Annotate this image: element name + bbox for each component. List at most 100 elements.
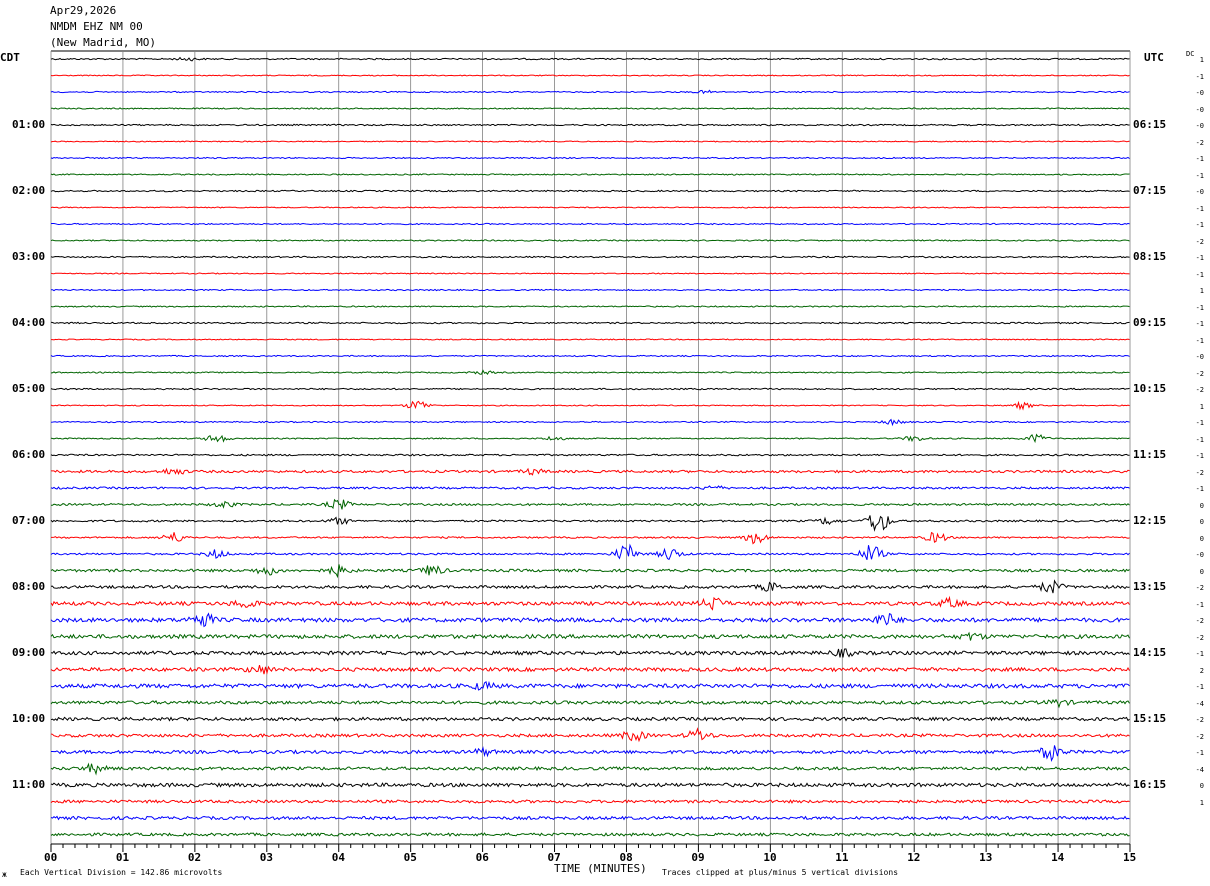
- trace-row-35: [50, 631, 1130, 641]
- x-tick-label: 07: [547, 851, 561, 864]
- trace-row-21: [50, 400, 1130, 411]
- trace-row-6: [50, 156, 1130, 160]
- trace-row-17: [51, 338, 1130, 341]
- trace-row-43: [50, 762, 1130, 776]
- dc-offset-value: -2: [1195, 386, 1204, 394]
- dc-offset-value: 1: [1199, 287, 1204, 295]
- x-tick-label: 09: [691, 851, 705, 864]
- dc-offset-value: -0: [1195, 551, 1204, 559]
- x-tick-label: 02: [187, 851, 202, 864]
- left-hour-label: 09:00: [12, 646, 46, 659]
- left-hour-label: 04:00: [12, 316, 46, 329]
- dc-offset-value: -0: [1195, 122, 1204, 130]
- right-hour-label: 09:15: [1133, 316, 1167, 329]
- x-tick-label: 06: [475, 851, 489, 864]
- right-hour-label: 11:15: [1133, 448, 1167, 461]
- right-timezone-label: UTC: [1144, 51, 1164, 64]
- dc-offset-value: -2: [1195, 369, 1204, 378]
- x-tick-label: 04: [331, 851, 345, 864]
- trace-row-29: [51, 531, 1130, 545]
- station-label: NMDM EHZ NM 00: [50, 20, 143, 33]
- trace-row-38: [50, 680, 1130, 691]
- trace-row-24: [50, 453, 1130, 457]
- x-tick-label: 15: [1123, 851, 1137, 864]
- dc-offset-value: 0: [1199, 567, 1204, 576]
- trace-row-28: [50, 515, 1130, 532]
- trace-row-37: [50, 664, 1130, 675]
- right-hour-label: 15:15: [1133, 712, 1167, 725]
- dc-offset-value: -0: [1195, 89, 1204, 97]
- dc-offset-value: -4: [1195, 765, 1204, 774]
- left-hour-label: 10:00: [12, 712, 46, 725]
- left-hour-label: 06:00: [12, 448, 46, 461]
- trace-row-10: [50, 222, 1130, 226]
- dc-offset-value: -1: [1195, 221, 1204, 229]
- trace-row-47: [50, 832, 1130, 837]
- trace-row-19: [50, 369, 1130, 375]
- dc-offset-value: -0: [1195, 353, 1204, 361]
- dc-offset-value: -1: [1195, 485, 1204, 493]
- dc-offset-value: -1: [1195, 683, 1204, 691]
- trace-row-3: [50, 107, 1130, 110]
- right-hour-label: 08:15: [1133, 250, 1167, 263]
- corner-mark: ж: [2, 870, 7, 879]
- right-hour-label: 07:15: [1133, 184, 1167, 197]
- trace-row-31: [50, 564, 1130, 579]
- dc-offset-value: 1: [1199, 56, 1204, 64]
- trace-row-0: [50, 56, 1130, 62]
- trace-row-11: [50, 239, 1130, 242]
- dc-offset-value: 0: [1199, 782, 1204, 790]
- dc-offset-value: -1: [1195, 749, 1204, 757]
- right-hour-label: 16:15: [1133, 778, 1167, 791]
- trace-row-9: [50, 206, 1130, 209]
- x-tick-label: 10: [763, 851, 777, 864]
- dc-offset-value: 2: [1199, 666, 1204, 675]
- trace-row-32: [50, 579, 1130, 594]
- right-hour-label: 12:15: [1133, 514, 1167, 527]
- location-label: (New Madrid, MO): [50, 36, 156, 49]
- trace-row-42: [51, 745, 1130, 763]
- seismic-traces: [50, 56, 1130, 837]
- dc-offset-value: -2: [1195, 138, 1204, 147]
- dc-offset-value: -2: [1195, 617, 1204, 625]
- x-tick-label: 14: [1051, 851, 1065, 864]
- trace-row-39: [50, 698, 1130, 709]
- dc-offset-value: -0: [1195, 188, 1204, 196]
- x-tick-label: 08: [619, 851, 633, 864]
- trace-row-13: [50, 272, 1130, 275]
- date-label: Apr29,2026: [50, 4, 117, 17]
- left-timezone-label: CDT: [0, 51, 20, 64]
- dc-offset-value: -2: [1195, 633, 1204, 642]
- trace-row-34: [50, 612, 1130, 628]
- trace-row-41: [50, 727, 1130, 743]
- dc-offset-value: -1: [1195, 270, 1204, 279]
- trace-row-14: [50, 288, 1130, 292]
- trace-row-22: [50, 418, 1130, 427]
- left-hour-label: 07:00: [12, 514, 46, 527]
- right-hour-label: 06:15: [1133, 118, 1167, 131]
- x-tick-label: 03: [259, 851, 274, 864]
- x-tick-label: 00: [44, 851, 58, 864]
- left-hour-label: 01:00: [12, 118, 46, 131]
- left-hour-label: 05:00: [12, 382, 46, 395]
- trace-row-12: [50, 255, 1130, 259]
- trace-row-40: [50, 716, 1130, 722]
- dc-offset-value: -2: [1195, 716, 1204, 724]
- trace-row-44: [50, 782, 1130, 788]
- dc-offset-value: -1: [1195, 435, 1204, 444]
- dc-offset-value: -1: [1195, 320, 1204, 328]
- left-hour-label: 02:00: [12, 184, 46, 197]
- dc-header-label: DC: [1186, 50, 1195, 58]
- trace-row-2: [50, 89, 1130, 95]
- left-hour-label: 11:00: [12, 778, 46, 791]
- trace-row-8: [50, 189, 1130, 193]
- minute-grid: [50, 50, 1131, 844]
- trace-row-5: [50, 140, 1130, 143]
- dc-offset-value: -1: [1195, 155, 1204, 163]
- trace-row-16: [50, 321, 1130, 325]
- trace-row-18: [50, 354, 1130, 358]
- trace-row-4: [50, 123, 1130, 127]
- trace-row-20: [50, 387, 1130, 391]
- trace-row-27: [50, 498, 1130, 510]
